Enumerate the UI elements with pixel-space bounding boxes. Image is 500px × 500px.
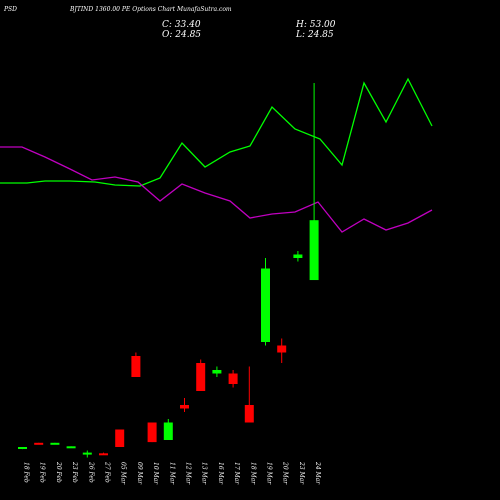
x-tick-label: 20 Feb xyxy=(55,461,62,483)
x-tick-label: 23 Feb xyxy=(71,461,78,483)
indicator-line-1 xyxy=(0,77,433,187)
candle-body xyxy=(34,442,44,445)
symbol-label: PSD xyxy=(4,6,17,13)
x-tick-label: 24 Mar xyxy=(314,461,321,485)
candle-body xyxy=(277,345,287,353)
x-tick-label: 20 Mar xyxy=(282,461,289,485)
x-tick-label: 18 Feb xyxy=(23,462,30,483)
candle-body xyxy=(196,363,206,391)
candle-body xyxy=(99,453,108,456)
candle-body xyxy=(309,220,319,281)
candle-body xyxy=(261,268,270,342)
x-tick-label: 10 Mar xyxy=(152,462,159,485)
x-tick-label: 26 Feb xyxy=(87,461,94,483)
candle-body xyxy=(50,442,60,445)
x-tick-label: 11 Mar xyxy=(168,462,175,485)
close-value: C: 33.40 xyxy=(162,20,201,30)
candle-body xyxy=(66,446,76,449)
x-tick-label: 16 Mar xyxy=(217,462,224,485)
x-tick-label: 05 Mar xyxy=(120,462,127,485)
low-value: L: 24.85 xyxy=(296,30,334,40)
open-value: O: 24.85 xyxy=(162,30,202,40)
candle-body xyxy=(131,356,141,377)
indicator-line-2 xyxy=(0,146,433,233)
x-tick-label: 13 Mar xyxy=(201,462,208,485)
candle-body xyxy=(163,422,173,440)
x-tick-label: 27 Feb xyxy=(104,461,111,483)
candle-body xyxy=(18,447,27,449)
candle-body xyxy=(228,373,238,384)
x-tick-label: 12 Mar xyxy=(185,462,192,485)
candle-body xyxy=(115,429,125,447)
high-value: H: 53.00 xyxy=(296,20,336,30)
x-tick-label: 18 Mar xyxy=(249,462,256,485)
x-tick-label: 23 Mar xyxy=(298,461,305,485)
candle-body xyxy=(180,405,189,409)
x-tick-label: 19 Mar xyxy=(266,462,273,485)
candle-body xyxy=(293,254,303,258)
candle-body xyxy=(212,370,222,374)
candle-body xyxy=(82,452,92,455)
x-tick-label: 17 Mar xyxy=(233,462,240,485)
x-tick-label: 09 Mar xyxy=(136,462,143,485)
candle-body xyxy=(147,422,157,443)
x-tick-label: 19 Feb xyxy=(39,462,46,483)
candle-body xyxy=(244,405,254,423)
chart-title: BJTIND 1360.00 PE Options Chart MunafaSu… xyxy=(70,6,232,13)
